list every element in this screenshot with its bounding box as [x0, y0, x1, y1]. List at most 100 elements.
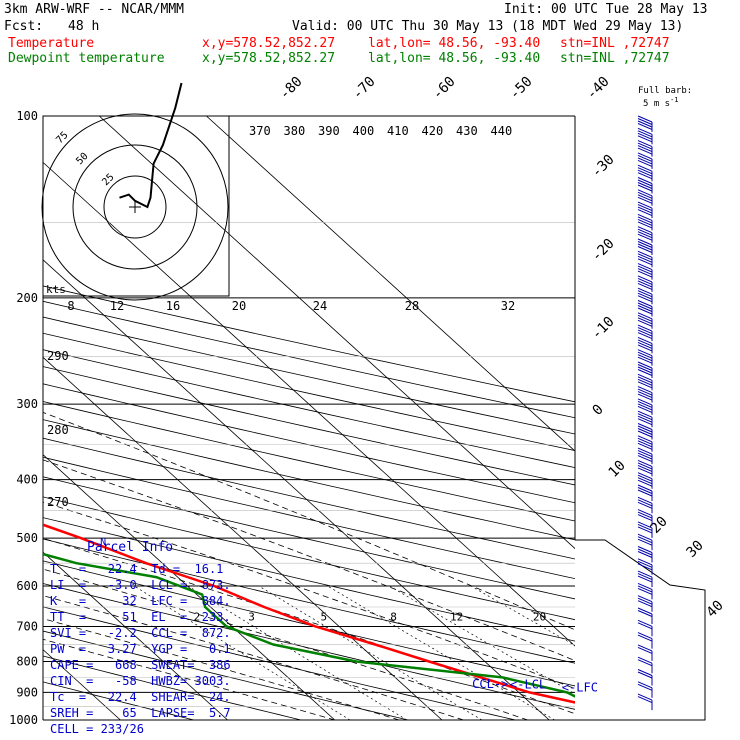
wind-barb-flag — [637, 319, 653, 327]
wind-barb-flag — [637, 526, 653, 534]
wind-barb-flag — [637, 317, 653, 325]
isotherm-line — [43, 454, 336, 720]
wind-barb-flag — [637, 656, 653, 664]
wind-barb-flag — [637, 332, 653, 340]
mixing-ratio-label: 8 — [390, 610, 397, 623]
wind-barb-flag — [637, 354, 653, 362]
dry-adiabat — [43, 401, 575, 522]
isotherm-label: -60 — [430, 74, 459, 103]
isotherm-label: -10 — [589, 314, 618, 343]
wind-barb-flag — [637, 536, 653, 544]
legend-temperature-xy: x,y=578.52,852.27 — [202, 36, 336, 51]
wind-barb-flag — [637, 135, 653, 143]
wind-barb-flag — [637, 509, 653, 517]
isotherm-label: -40 — [584, 74, 613, 103]
pressure-tick-label: 400 — [16, 473, 38, 487]
wind-barb-flag — [637, 277, 653, 285]
wind-barb-flag — [637, 127, 653, 135]
isotherm-label: 40 — [704, 598, 727, 621]
wind-barb-flag — [637, 154, 653, 162]
wind-barb-flag — [637, 233, 653, 241]
wind-barb-flag — [637, 610, 653, 617]
wind-barb-flag — [637, 632, 653, 640]
wind-barb-flag — [637, 447, 653, 455]
dry-adiabat — [43, 419, 575, 541]
moist-adiabat — [43, 412, 575, 631]
wind-barb-flag — [637, 442, 653, 450]
wind-barb-flag — [637, 142, 653, 150]
isotherm-line — [43, 356, 443, 720]
wind-barb-flag — [637, 464, 653, 472]
wind-barb-flag — [637, 499, 653, 507]
wind-barb-flag — [637, 295, 653, 303]
wind-barb-flag — [637, 533, 653, 541]
wind-barb-flag — [637, 312, 653, 320]
wind-barb-flag — [637, 255, 653, 263]
wind-barb-flag — [637, 487, 653, 494]
wind-barb-flag — [637, 659, 653, 667]
isotherm-label: -30 — [589, 152, 618, 181]
theta-label-top: 390 — [318, 124, 340, 138]
isotherm-line — [43, 259, 550, 720]
wind-barb-flag — [637, 669, 653, 676]
hodograph-units: kts — [46, 283, 66, 296]
dry-adiabat — [43, 681, 196, 720]
valid-time: Valid: 00 UTC Thu 30 May 13 (18 MDT Wed … — [292, 19, 684, 34]
wind-barb-flag — [637, 696, 653, 704]
wind-barb-flag — [637, 386, 653, 394]
wind-barb-flag — [637, 455, 653, 463]
wind-barb-flag — [637, 634, 653, 642]
wind-barb-flag — [637, 597, 653, 605]
barb-key-line2: 5 m s-1 — [643, 95, 679, 109]
wind-barb-flag — [637, 182, 653, 189]
wind-barb-flag — [637, 393, 653, 401]
wind-barb-flag — [637, 391, 653, 399]
wind-barb-flag — [637, 120, 653, 128]
wind-barb-flag — [637, 435, 653, 443]
isotherm-line — [206, 116, 575, 452]
wind-barb-flag — [637, 201, 653, 209]
theta-label-left: 290 — [47, 349, 69, 363]
wind-barb-flag — [637, 560, 653, 568]
hodograph-speed-label: 12 — [110, 299, 124, 313]
wind-barb-flag — [637, 573, 653, 581]
model-title: 3km ARW-WRF -- NCAR/MMM — [4, 2, 185, 17]
hodograph-ring-label: 25 — [100, 172, 116, 188]
wind-barb-flag — [637, 452, 653, 460]
wind-barb-flag — [637, 159, 653, 167]
isotherm-line — [0, 116, 13, 720]
parcel-row: SREH = 65 LAPSE= 5.7 — [50, 706, 231, 720]
legend-temperature-label: Temperature — [8, 36, 95, 51]
wind-barb-flag — [637, 216, 653, 224]
wind-barb-flag — [637, 423, 653, 430]
parcel-row: PW = 3.27 YGP = 0.1 — [50, 642, 231, 656]
wind-barb-flag — [637, 336, 653, 344]
wind-barb-flag — [637, 300, 653, 307]
wind-barb-flag — [637, 428, 653, 435]
wind-barb-flag — [637, 282, 653, 290]
dry-adiabat — [43, 630, 410, 720]
isotherm-line — [98, 116, 575, 550]
wind-barb-flag — [637, 241, 653, 248]
mixing-ratio-label: 5 — [320, 610, 327, 623]
wind-barb-flag — [637, 250, 653, 258]
wind-barb-flag — [637, 351, 653, 359]
wind-barb-flag — [637, 268, 653, 276]
wind-barb-flag — [637, 376, 653, 384]
wind-barb-flag — [637, 440, 653, 448]
wind-barb-flag — [637, 548, 653, 556]
wind-barb-flag — [637, 381, 653, 389]
hodograph-speed-label: 8 — [67, 299, 74, 313]
wind-barb-flag — [637, 213, 653, 221]
wind-barb-flag — [637, 366, 653, 374]
wind-barb-flag — [637, 228, 653, 236]
wind-barb-flag — [637, 184, 653, 192]
wind-barb-flag — [637, 290, 653, 298]
wind-barb-flag — [637, 123, 653, 130]
dry-adiabat — [43, 560, 575, 687]
wind-barb-flag — [637, 681, 653, 689]
parcel-row: K = 32 LFC = 884. — [50, 594, 231, 608]
wind-barb-flag — [637, 462, 653, 470]
